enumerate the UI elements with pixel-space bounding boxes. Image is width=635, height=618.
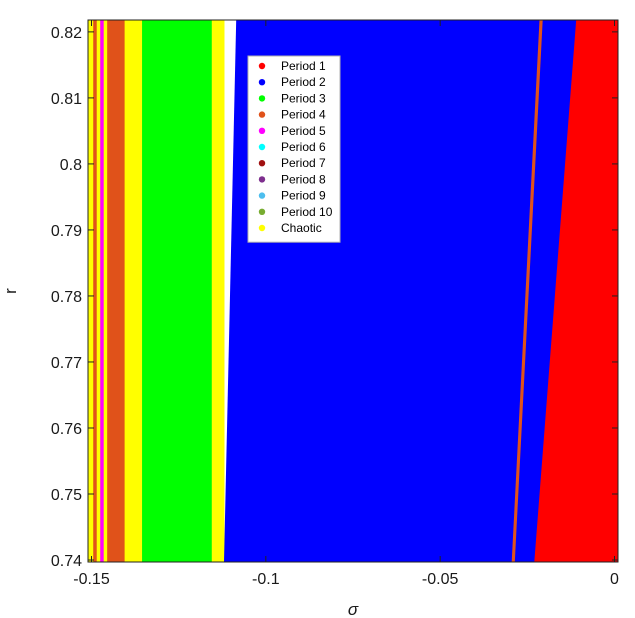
y-tick-label: 0.8 [60,157,82,174]
region-band-2 [93,20,98,562]
legend-marker [258,176,266,183]
y-tick-label: 0.81 [51,91,82,108]
legend-label: Period 7 [281,156,326,170]
x-axis: -0.15 -0.1 -0.05 0 [73,20,619,588]
region-band-3 [96,20,101,562]
legend-marker [258,79,266,86]
legend-label: Period 10 [281,205,333,219]
y-tick-label: 0.74 [51,553,82,570]
x-tick-label: -0.1 [252,571,280,588]
legend-label: Period 1 [281,59,326,73]
x-tick-label: -0.05 [422,571,459,588]
legend-label: Period 4 [281,108,326,122]
legend-label: Period 2 [281,75,326,89]
y-tick-label: 0.78 [51,289,82,306]
region-band-7 [124,20,143,562]
legend: Period 1 Period 2 Period 3 Period 4 Period 5… [247,55,341,243]
legend-marker [258,208,266,215]
y-axis: 0.74 0.75 0.76 0.77 0.78 0.79 0.8 0.81 0.82 [51,25,618,570]
region-band-6 [107,20,126,562]
x-tick-label: 0 [610,571,619,588]
legend-marker [258,62,266,70]
legend-marker [258,160,266,167]
y-tick-label: 0.79 [51,223,82,240]
legend-marker [258,143,266,151]
region-band-4 [100,20,105,562]
legend-marker [258,224,266,232]
y-tick-label: 0.75 [51,487,82,504]
legend-marker [258,95,266,102]
legend-label: Period 5 [281,124,326,138]
plot-frame [87,19,619,563]
x-tick-label: -0.15 [73,571,110,588]
legend-marker [258,111,266,118]
region-band-5 [103,20,108,562]
region-band-8 [142,20,213,562]
x-axis-label: σ [348,600,359,618]
y-tick-label: 0.76 [51,421,82,438]
region-band-1 [88,20,94,562]
plot-area [88,20,618,562]
legend-label: Period 8 [281,172,326,186]
legend-marker [258,192,266,199]
y-axis-label: r [1,288,20,294]
y-tick-label: 0.82 [51,25,82,42]
legend-label: Period 9 [281,189,326,203]
legend-marker [258,127,266,134]
region-band-9 [211,20,225,562]
legend-label: Chaotic [281,221,322,235]
y-tick-label: 0.77 [51,355,82,372]
region-period-1 [534,20,618,562]
legend-label: Period 3 [281,91,326,105]
legend-label: Period 6 [281,140,326,154]
